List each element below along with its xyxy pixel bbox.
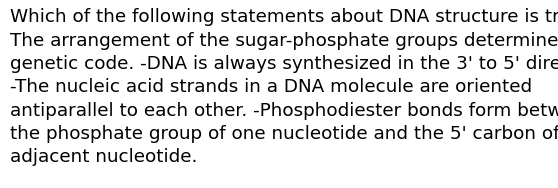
Text: Which of the following statements about DNA structure is true? -
The arrangement: Which of the following statements about … xyxy=(10,8,558,166)
